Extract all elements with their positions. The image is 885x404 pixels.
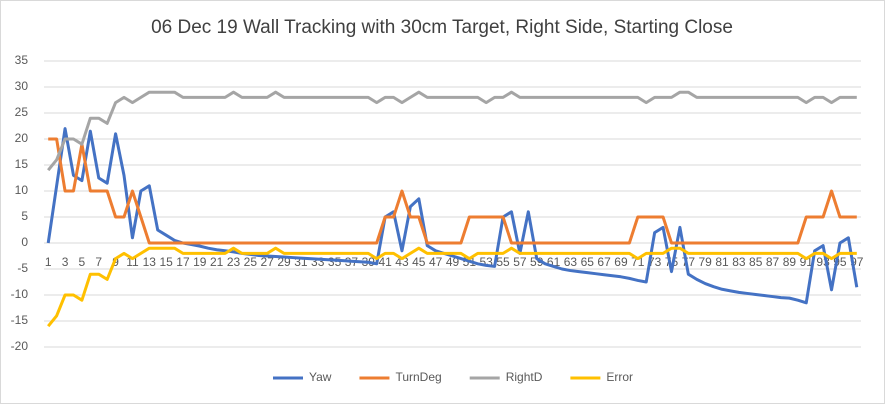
legend-label: Error (606, 370, 633, 384)
x-tick-label: 19 (193, 255, 207, 269)
x-tick-label: 45 (412, 255, 426, 269)
x-tick-label: 55 (496, 255, 510, 269)
x-tick-label: 27 (261, 255, 275, 269)
x-tick-label: 21 (210, 255, 224, 269)
series-line (48, 137, 857, 245)
x-tick-label: 59 (530, 255, 544, 269)
x-tick-label: 87 (766, 255, 780, 269)
x-tick-label: 25 (244, 255, 258, 269)
y-tick-label: 25 (15, 105, 29, 119)
y-tick-label: -5 (17, 261, 28, 275)
x-tick-label: 15 (159, 255, 173, 269)
x-tick-label: 83 (732, 255, 746, 269)
y-tick-label: 0 (21, 235, 28, 249)
y-tick-label: -10 (11, 287, 29, 301)
series-line (47, 246, 857, 328)
y-tick-label: 10 (15, 183, 29, 197)
x-tick-label: 57 (513, 255, 527, 269)
y-tick-label: 30 (15, 79, 29, 93)
x-tick-label: 13 (143, 255, 157, 269)
x-tick-label: 81 (715, 255, 729, 269)
x-tick-label: 47 (429, 255, 443, 269)
x-tick-label: 43 (395, 255, 409, 269)
legend-label: TurnDeg (395, 370, 441, 384)
x-tick-label: 71 (631, 255, 645, 269)
x-tick-label: 1 (45, 255, 52, 269)
x-tick-label: 35 (328, 255, 342, 269)
x-tick-label: 23 (227, 255, 241, 269)
x-tick-label: 41 (378, 255, 392, 269)
x-tick-label: 63 (564, 255, 578, 269)
x-tick-label: 79 (699, 255, 713, 269)
y-tick-label: -15 (11, 313, 29, 327)
chart-title: 06 Dec 19 Wall Tracking with 30cm Target… (151, 17, 733, 38)
legend-label: Yaw (309, 370, 332, 384)
x-tick-label: 33 (311, 255, 325, 269)
x-tick-label: 3 (62, 255, 69, 269)
x-tick-label: 89 (783, 255, 797, 269)
y-tick-label: 5 (21, 209, 28, 223)
x-tick-label: 7 (95, 255, 102, 269)
x-tick-label: 85 (749, 255, 763, 269)
x-tick-label: 69 (614, 255, 628, 269)
y-tick-label: -20 (11, 339, 29, 353)
y-tick-label: 15 (15, 157, 29, 171)
y-tick-label: 20 (15, 131, 29, 145)
series-line (47, 90, 857, 172)
legend-label: RightD (506, 370, 543, 384)
y-tick-label: 35 (15, 53, 29, 67)
x-tick-label: 11 (126, 255, 139, 269)
x-tick-label: 17 (176, 255, 190, 269)
x-tick-label: 67 (597, 255, 611, 269)
x-tick-label: 65 (581, 255, 595, 269)
x-tick-label: 91 (800, 255, 814, 269)
x-tick-label: 5 (79, 255, 86, 269)
